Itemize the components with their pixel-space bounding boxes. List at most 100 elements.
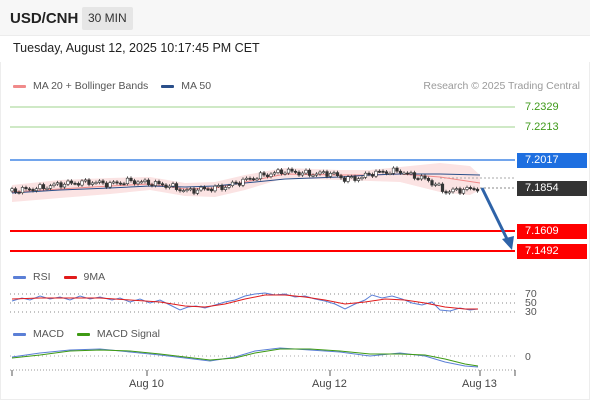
candle-body [164,184,168,188]
candle-body [391,167,396,174]
macd-tick-0: 0 [525,351,531,363]
candle-body [300,172,305,176]
x-axis-label-aug13: Aug 13 [462,378,497,390]
candle-body [31,189,35,191]
candle-body [69,180,74,184]
candle-body [248,177,252,180]
candle-body [38,184,42,190]
candle-body [367,172,371,175]
candle-body [409,172,413,175]
candlestick-series [10,166,480,196]
candle-body [472,188,476,190]
candle-body [353,176,357,181]
candle-body [381,170,385,173]
candle-body [171,183,175,187]
candle-body [328,173,333,177]
candle-body [311,174,315,177]
projection-arrowhead-icon [502,236,514,250]
pivot-label: 7.2017 [517,153,587,168]
candle-body [339,175,343,179]
candle-body [423,175,427,179]
candle-body [24,187,28,190]
legend-label: 9MA [83,271,106,283]
symbol-title: USD/CNH [10,10,79,27]
candle-body [143,179,147,182]
rsi-line [11,292,479,312]
candle-body [419,175,424,180]
legend-item-macd: MACD [13,328,64,340]
candle-body [269,173,273,177]
candle-body [55,182,60,185]
candle-body [451,188,455,193]
candle-body [216,185,221,187]
support-1-label: 7.1609 [517,224,587,239]
candle-body [230,181,235,186]
candle-body [332,172,336,175]
candle-body [395,167,399,172]
candle-body [52,183,56,187]
chart-timestamp: Tuesday, August 12, 2025 10:17:45 PM CET [13,41,260,55]
candle-body [258,172,263,180]
candle-body [227,185,231,188]
candle-body [293,170,298,173]
candle-body [209,188,214,192]
candle-body [76,183,81,186]
candle-body [363,172,368,178]
candle-body [321,171,326,174]
legend-item-9ma: 9MA [63,271,106,283]
timeframe-selector[interactable]: 30 MIN [82,7,133,30]
candle-body [370,174,375,177]
ma20-swatch-icon [13,84,26,88]
macd-legend: MACD MACD Signal [13,328,173,340]
candle-body [276,169,280,173]
candle-body [66,180,70,185]
candle-body [437,183,441,186]
candle-body [244,177,249,180]
candle-body [125,177,130,185]
candle-body [150,184,154,187]
research-credit: Research © 2025 Trading Central [423,80,580,92]
candle-body [101,180,105,184]
candle-body [199,186,203,191]
candle-body [335,172,340,176]
candle-body [27,188,32,191]
candle-body [405,172,410,175]
candle-body [458,188,462,194]
candle-body [297,171,301,176]
candle-body [202,186,207,190]
candle-body [251,178,256,181]
candle-body [346,176,350,182]
resistance-1-label: 7.2213 [525,121,559,133]
last-price-label: 7.1854 [517,181,587,196]
candle-body [188,188,193,191]
macd-signal-swatch-icon [76,332,90,336]
rsi-legend: RSI 9MA [13,271,118,283]
candle-body [447,191,452,194]
candle-body [262,172,266,176]
candle-body [206,188,210,191]
candle-body [412,172,417,179]
candle-body [129,177,133,181]
candle-body [104,182,109,188]
candle-body [465,187,469,190]
candle-body [430,180,434,186]
candle-body [192,188,196,194]
candle-body [279,169,284,174]
candle-body [146,179,151,185]
candle-body [360,177,364,180]
candle-body [377,170,382,173]
candle-body [325,171,329,177]
candle-body [17,191,21,194]
candle-body [272,172,277,175]
candle-body [318,171,322,175]
candle-body [157,181,161,185]
candle-body [356,178,361,181]
candle-body [195,189,200,194]
candle-body [237,182,242,186]
candle-body [283,172,287,175]
candle-body [265,174,270,177]
legend-item-ma50: MA 50 [161,80,211,92]
legend-label: MA 20 + Bollinger Bands [33,80,149,92]
candle-body [290,168,294,172]
candle-body [48,185,53,189]
